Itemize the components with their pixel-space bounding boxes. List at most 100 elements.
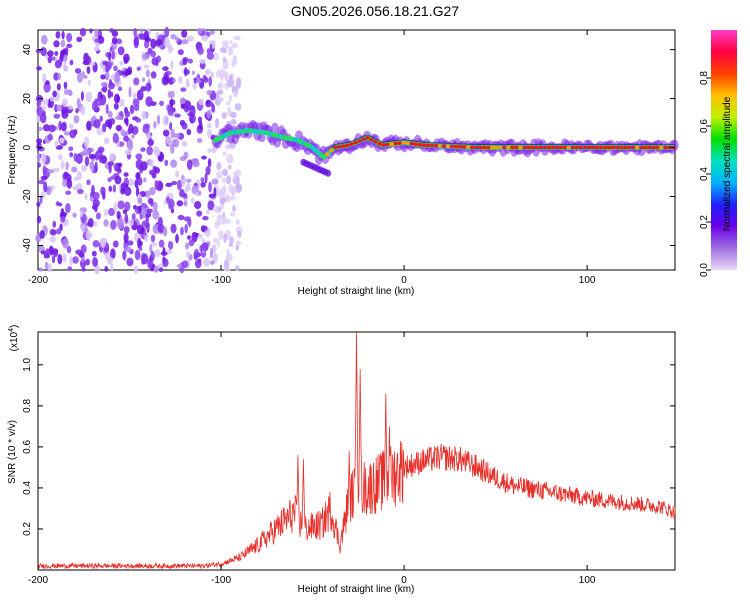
signal-halo	[325, 169, 332, 177]
noise-blob	[176, 179, 183, 191]
noise-blob	[96, 96, 103, 107]
noise-blob	[206, 109, 211, 119]
snr-y-ticks: 0.2 0.4 0.6 0.8 1.0	[22, 357, 675, 536]
noise-blob	[52, 220, 57, 228]
noise-blob	[66, 32, 73, 43]
noise-blob	[105, 103, 109, 114]
noise-blob	[59, 138, 65, 144]
noise-blob	[218, 97, 224, 102]
noise-blob	[37, 126, 43, 132]
signal-core	[413, 142, 419, 147]
noise-blob	[198, 98, 204, 106]
noise-blob	[213, 52, 220, 61]
noise-blob	[55, 31, 61, 39]
noise-blob	[167, 90, 175, 99]
noise-blob	[156, 114, 161, 125]
noise-blob	[127, 139, 134, 151]
noise-blob	[36, 152, 41, 164]
signal-trace	[330, 134, 675, 149]
x-tick-label: 100	[579, 575, 596, 586]
signal-core	[478, 145, 483, 150]
noise-blob	[225, 252, 233, 262]
signal-core	[353, 140, 358, 145]
noise-blob	[113, 65, 118, 72]
noise-blob	[149, 169, 156, 176]
noise-blob	[135, 159, 143, 170]
noise-blob	[119, 60, 124, 66]
noise-blob	[86, 66, 91, 75]
noise-blob	[124, 149, 132, 156]
noise-blob	[41, 34, 48, 45]
signal-core	[574, 145, 580, 150]
noise-blob	[230, 118, 237, 125]
noise-blob	[226, 153, 234, 164]
noise-blob	[123, 232, 129, 244]
noise-blob	[110, 262, 114, 273]
noise-blob	[131, 133, 135, 139]
noise-blob	[186, 183, 191, 192]
noise-blob	[47, 266, 52, 273]
signal-core	[357, 139, 362, 143]
noise-blob	[112, 240, 119, 248]
noise-blob	[36, 142, 42, 151]
signal-core	[482, 145, 487, 150]
noise-blob	[144, 190, 151, 198]
noise-blob	[114, 71, 120, 78]
noise-blob	[66, 43, 73, 49]
noise-blob	[141, 111, 147, 120]
noise-blob	[40, 152, 47, 164]
noise-blob	[181, 122, 188, 130]
signal-core	[401, 140, 406, 145]
noise-blob	[162, 66, 169, 71]
noise-blob	[157, 181, 164, 191]
noise-blob	[180, 226, 184, 236]
spectrogram-noise-region	[35, 26, 243, 275]
noise-blob	[128, 218, 134, 227]
noise-blob	[145, 96, 153, 107]
noise-blob	[52, 90, 57, 98]
noise-blob	[175, 233, 179, 244]
noise-blob	[135, 117, 142, 123]
noise-blob	[108, 79, 113, 86]
signal-core	[377, 142, 382, 146]
noise-blob	[65, 161, 69, 171]
noise-blob	[69, 256, 73, 266]
noise-blob	[233, 90, 237, 98]
noise-blob	[83, 136, 90, 148]
noise-blob	[109, 152, 115, 161]
noise-blob	[184, 69, 190, 75]
signal-core	[542, 145, 547, 150]
noise-blob	[158, 239, 165, 248]
signal-core	[469, 145, 475, 150]
noise-blob	[48, 246, 54, 256]
noise-blob	[63, 131, 70, 136]
signal-core	[510, 145, 515, 150]
noise-blob	[217, 89, 224, 95]
noise-blob	[201, 34, 209, 42]
noise-blob	[197, 46, 204, 55]
noise-blob	[233, 35, 241, 41]
noise-blob	[62, 178, 68, 188]
noise-blob	[214, 118, 220, 129]
noise-blob	[193, 248, 200, 260]
snr-panel: -200 -100 0 100 0.2 0.4 0.6 0.8 1.0 Height of s…	[7, 325, 676, 595]
noise-blob	[131, 212, 136, 220]
noise-blob	[69, 129, 77, 139]
noise-blob	[56, 104, 63, 112]
noise-blob	[74, 68, 82, 74]
noise-blob	[235, 244, 240, 251]
noise-blob	[118, 98, 125, 107]
noise-blob	[92, 192, 100, 200]
noise-blob	[97, 146, 105, 153]
snr-y-scale-label: (x10	[9, 331, 20, 351]
noise-blob	[79, 27, 87, 37]
noise-blob	[229, 39, 233, 45]
noise-blob	[67, 266, 73, 271]
noise-blob	[170, 159, 178, 168]
noise-blob	[226, 101, 231, 106]
noise-blob	[193, 201, 202, 210]
noise-blob	[128, 178, 135, 187]
noise-blob	[214, 188, 221, 197]
noise-blob	[88, 153, 97, 160]
